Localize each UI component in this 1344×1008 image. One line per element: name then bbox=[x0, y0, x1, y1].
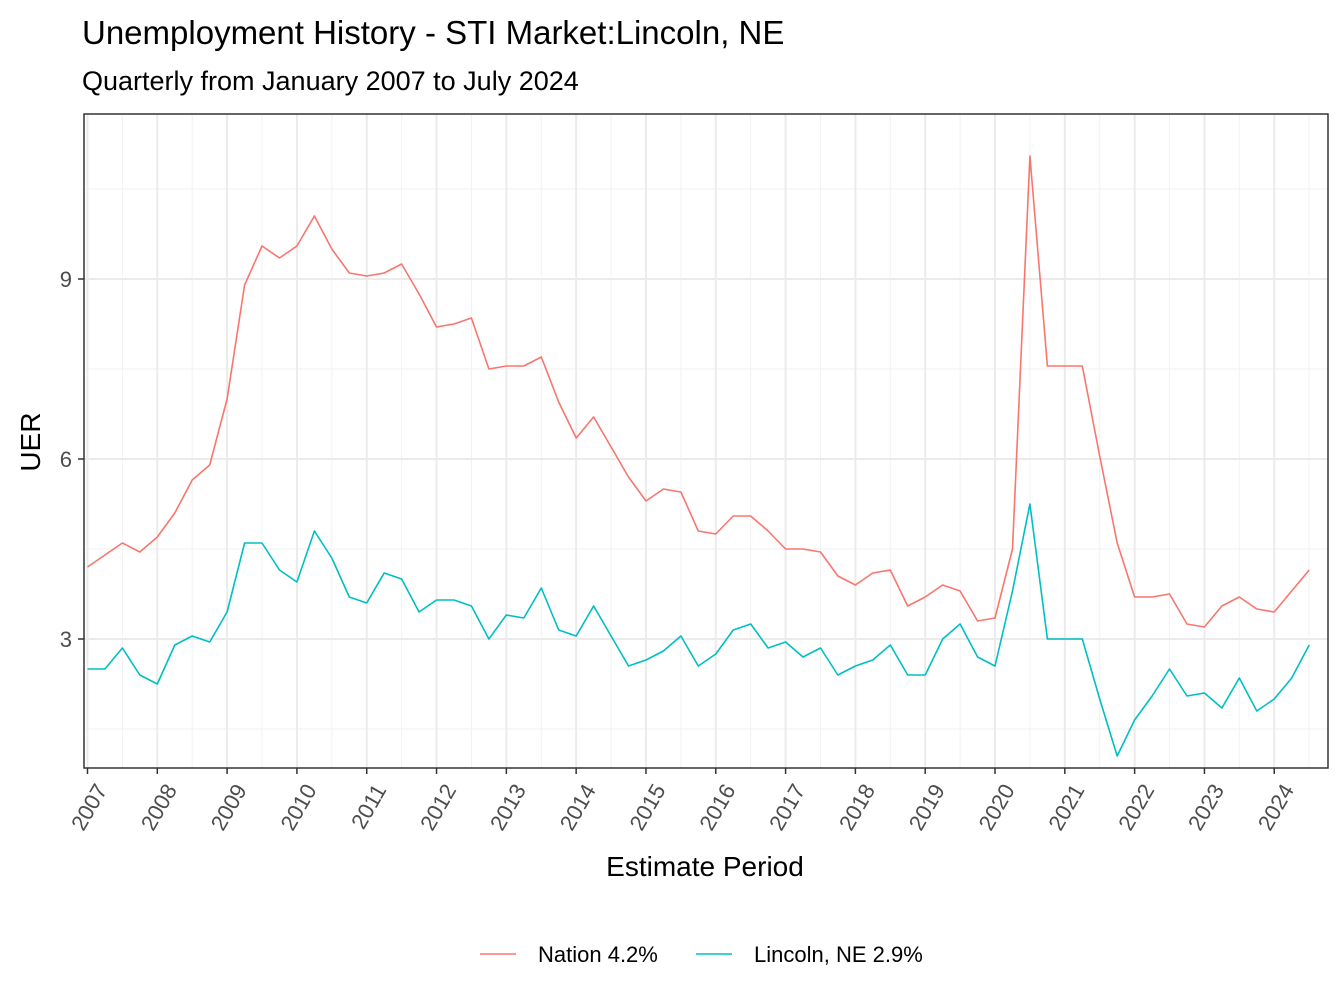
y-tick-label: 6 bbox=[60, 447, 72, 472]
x-tick-label: 2016 bbox=[694, 780, 740, 835]
legend-label-lincoln: Lincoln, NE 2.9% bbox=[754, 942, 923, 967]
x-tick-label: 2019 bbox=[904, 780, 950, 835]
legend-label-nation: Nation 4.2% bbox=[538, 942, 658, 967]
x-tick-label: 2014 bbox=[555, 780, 601, 835]
x-axis-title: Estimate Period bbox=[606, 851, 804, 882]
plot-panel: 3 6 9 2007 2008 2009 2010 2011 2012 2013 2014 2015 2… bbox=[60, 113, 1329, 835]
x-tick-label: 2017 bbox=[764, 780, 810, 835]
y-tick-label: 3 bbox=[60, 627, 72, 652]
x-tick-label: 2023 bbox=[1183, 780, 1229, 835]
legend: Nation 4.2% Lincoln, NE 2.9% bbox=[480, 942, 923, 967]
x-tick-label: 2021 bbox=[1043, 780, 1089, 835]
panel-border bbox=[83, 113, 1329, 769]
x-tick-label: 2008 bbox=[136, 780, 182, 835]
x-tick-label: 2022 bbox=[1113, 780, 1159, 835]
x-tick-label: 2009 bbox=[206, 780, 252, 835]
y-tick-label: 9 bbox=[60, 267, 72, 292]
x-tick-label: 2011 bbox=[346, 780, 391, 833]
x-tick-label: 2012 bbox=[415, 780, 461, 835]
x-tick-label: 2024 bbox=[1253, 780, 1299, 835]
x-tick-label: 2013 bbox=[485, 780, 531, 835]
x-tick-label: 2007 bbox=[66, 780, 112, 835]
panel-background bbox=[84, 114, 1328, 768]
x-tick-label: 2015 bbox=[625, 780, 671, 835]
chart-title: Unemployment History - STI Market:Lincol… bbox=[82, 14, 784, 51]
y-axis-title: UER bbox=[15, 412, 46, 471]
chart-subtitle: Quarterly from January 2007 to July 2024 bbox=[82, 66, 579, 96]
x-tick-label: 2020 bbox=[974, 780, 1020, 835]
x-tick-label: 2010 bbox=[275, 780, 321, 835]
series-line-lincoln bbox=[87, 503, 1310, 757]
x-tick-label: 2018 bbox=[834, 780, 880, 835]
series-line-nation bbox=[87, 155, 1310, 628]
